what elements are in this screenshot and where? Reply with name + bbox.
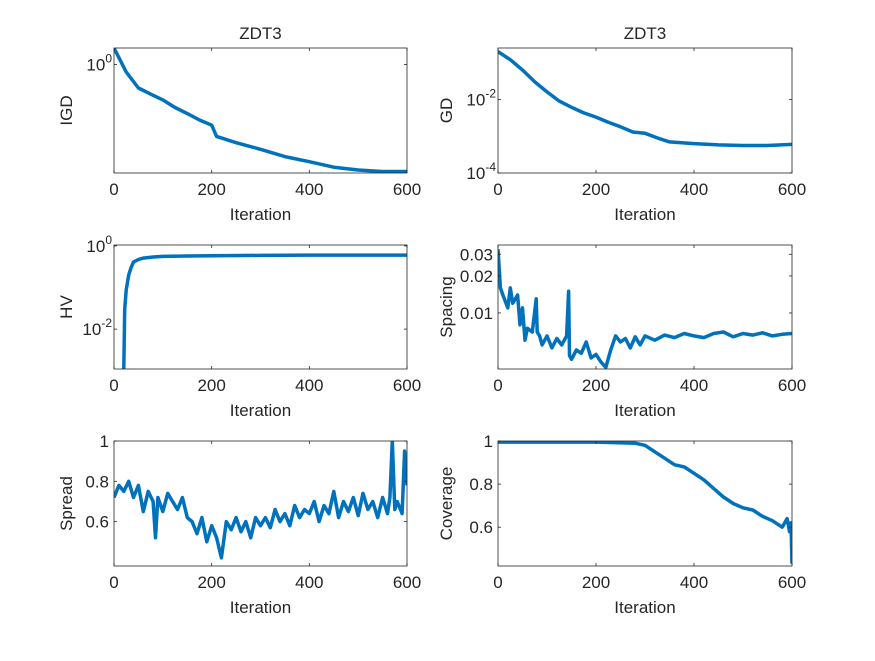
plot-area xyxy=(498,48,792,173)
y-tick-label: 0.8 xyxy=(85,472,109,491)
x-axis-label: Iteration xyxy=(614,598,675,617)
x-axis-label: Iteration xyxy=(614,401,675,420)
x-tick-label: 0 xyxy=(493,180,502,199)
plot-area xyxy=(498,245,792,369)
x-axis-label: Iteration xyxy=(230,401,291,420)
tick-exponent: -2 xyxy=(101,316,112,330)
x-tick-label: 0 xyxy=(109,180,118,199)
axes-box xyxy=(113,47,408,174)
x-axis-label: Iteration xyxy=(614,205,675,224)
y-tick-label: 10-2 xyxy=(82,316,112,339)
x-tick-label: 600 xyxy=(778,573,806,592)
subplot-spread: 0 200 400 600 1 0.8 0.6 Iteration Spread xyxy=(57,432,421,617)
x-tick-label: 400 xyxy=(295,180,323,199)
tick-base: 10 xyxy=(466,164,485,183)
tick-exponent: 0 xyxy=(105,233,112,247)
x-axis-label: Iteration xyxy=(230,205,291,224)
x-tick-label: 600 xyxy=(393,180,421,199)
series-line-coverage xyxy=(498,441,792,564)
y-tick-label: 1 xyxy=(484,432,493,451)
y-tick-label: 10-2 xyxy=(466,86,496,109)
series-line-hv xyxy=(122,253,407,369)
y-axis-label: Coverage xyxy=(437,467,456,541)
tick-exponent: -2 xyxy=(485,86,496,100)
x-tick-label: 0 xyxy=(493,573,502,592)
x-axis-label: Iteration xyxy=(230,598,291,617)
axes-box xyxy=(497,47,793,174)
tick-base: 10 xyxy=(86,55,105,74)
x-tick-label: 0 xyxy=(493,376,502,395)
plot-area xyxy=(498,441,792,566)
x-tick-label: 600 xyxy=(393,376,421,395)
y-tick-label: 0.8 xyxy=(469,475,493,494)
series-line-spacing xyxy=(498,249,792,369)
x-tick-label: 200 xyxy=(197,573,225,592)
y-axis-label: HV xyxy=(57,295,76,319)
subplot-title: ZDT3 xyxy=(624,24,667,43)
y-tick-label: 0.01 xyxy=(460,304,493,323)
y-tick-label: 0.03 xyxy=(460,245,493,264)
y-axis-label: GD xyxy=(437,98,456,124)
x-tick-label: 0 xyxy=(109,376,118,395)
tick-base: 10 xyxy=(466,90,485,109)
x-tick-label: 600 xyxy=(778,376,806,395)
y-tick-label: 0.6 xyxy=(85,513,109,532)
x-tick-label: 600 xyxy=(393,573,421,592)
subplot-spacing: 0 200 400 600 0.03 0.02 0.01 Iteration Spacing xyxy=(437,244,806,420)
x-tick-label: 600 xyxy=(778,180,806,199)
y-tick-label: 100 xyxy=(86,233,112,256)
x-tick-label: 400 xyxy=(680,180,708,199)
y-tick-label: 0.02 xyxy=(460,267,493,286)
x-tick-label: 400 xyxy=(295,376,323,395)
axes-box xyxy=(113,244,408,370)
axes-box xyxy=(113,440,408,567)
y-axis-label: Spacing xyxy=(437,276,456,337)
x-tick-label: 200 xyxy=(582,180,610,199)
x-tick-label: 400 xyxy=(680,573,708,592)
y-axis-label: IGD xyxy=(57,95,76,125)
x-tick-label: 0 xyxy=(109,573,118,592)
plot-area xyxy=(114,245,407,369)
series-line-spread xyxy=(114,441,407,560)
axes-box xyxy=(497,440,793,567)
axes-box xyxy=(497,244,793,370)
y-axis-label: Spread xyxy=(57,476,76,531)
x-tick-label: 200 xyxy=(582,376,610,395)
y-tick-label: 1 xyxy=(100,432,109,451)
tick-base: 10 xyxy=(86,237,105,256)
y-tick-label: 10-4 xyxy=(466,160,496,183)
subplot-title: ZDT3 xyxy=(239,24,282,43)
x-tick-label: 400 xyxy=(295,573,323,592)
subplot-coverage: 0 200 400 600 1 0.8 0.6 Iteration Coverage xyxy=(437,432,806,617)
tick-base: 10 xyxy=(82,320,101,339)
x-tick-label: 200 xyxy=(197,180,225,199)
plot-area xyxy=(114,48,407,173)
series-line-gd xyxy=(498,50,792,148)
series-line-igd xyxy=(114,48,407,173)
tick-exponent: 0 xyxy=(105,51,112,65)
plot-area xyxy=(114,441,407,566)
x-tick-label: 200 xyxy=(582,573,610,592)
x-tick-label: 200 xyxy=(197,376,225,395)
x-tick-label: 400 xyxy=(680,376,708,395)
y-tick-label: 0.6 xyxy=(469,518,493,537)
y-tick-label: 100 xyxy=(86,51,112,74)
tick-exponent: -4 xyxy=(485,160,496,174)
